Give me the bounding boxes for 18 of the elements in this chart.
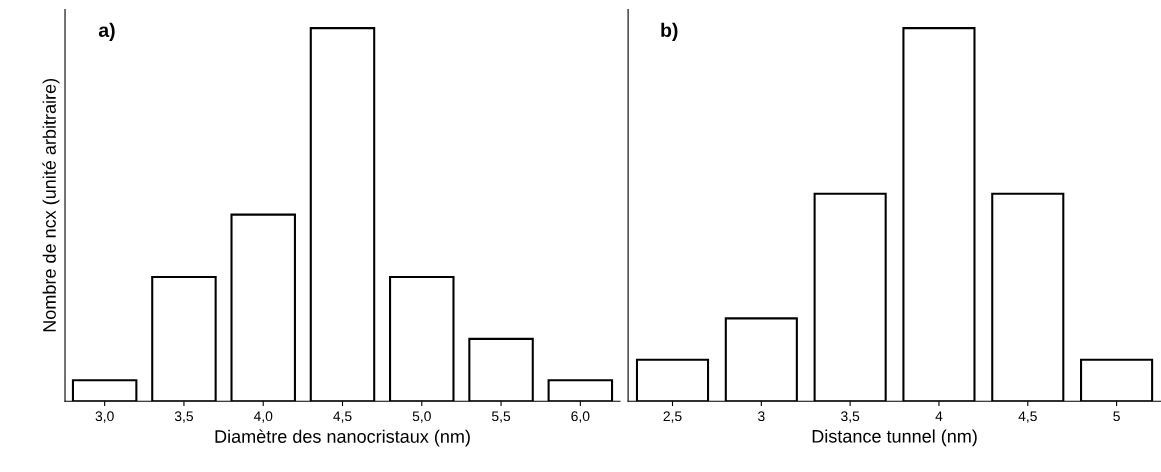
x-axis-title: Diamètre des nanocristaux (nm) <box>215 429 470 447</box>
x-axis-title: Distance tunnel (nm) <box>812 429 977 447</box>
x-tick-label: 4,5 <box>1018 411 1037 423</box>
x-tick-label: 2,5 <box>663 411 682 423</box>
x-tick-label: 6,0 <box>571 411 590 423</box>
x-tick-label: 3,5 <box>841 411 860 423</box>
x-tick-label: 4 <box>935 411 943 421</box>
x-tick-label: 3 <box>757 411 765 422</box>
x-tick-label: 4,5 <box>333 411 352 423</box>
x-tick-label: 3,5 <box>174 411 194 423</box>
annotation: a) <box>98 22 115 41</box>
y-axis-title: Nombre de ncx (unité arbitraire) <box>42 78 60 332</box>
x-tick-label: 3,0 <box>95 411 114 423</box>
annotation: b) <box>661 22 678 41</box>
x-tick-label: 5,0 <box>412 411 431 423</box>
x-tick-label: 5,5 <box>491 411 511 423</box>
x-tick-label: 4,0 <box>253 411 273 423</box>
x-tick-label: 5 <box>1113 411 1120 422</box>
